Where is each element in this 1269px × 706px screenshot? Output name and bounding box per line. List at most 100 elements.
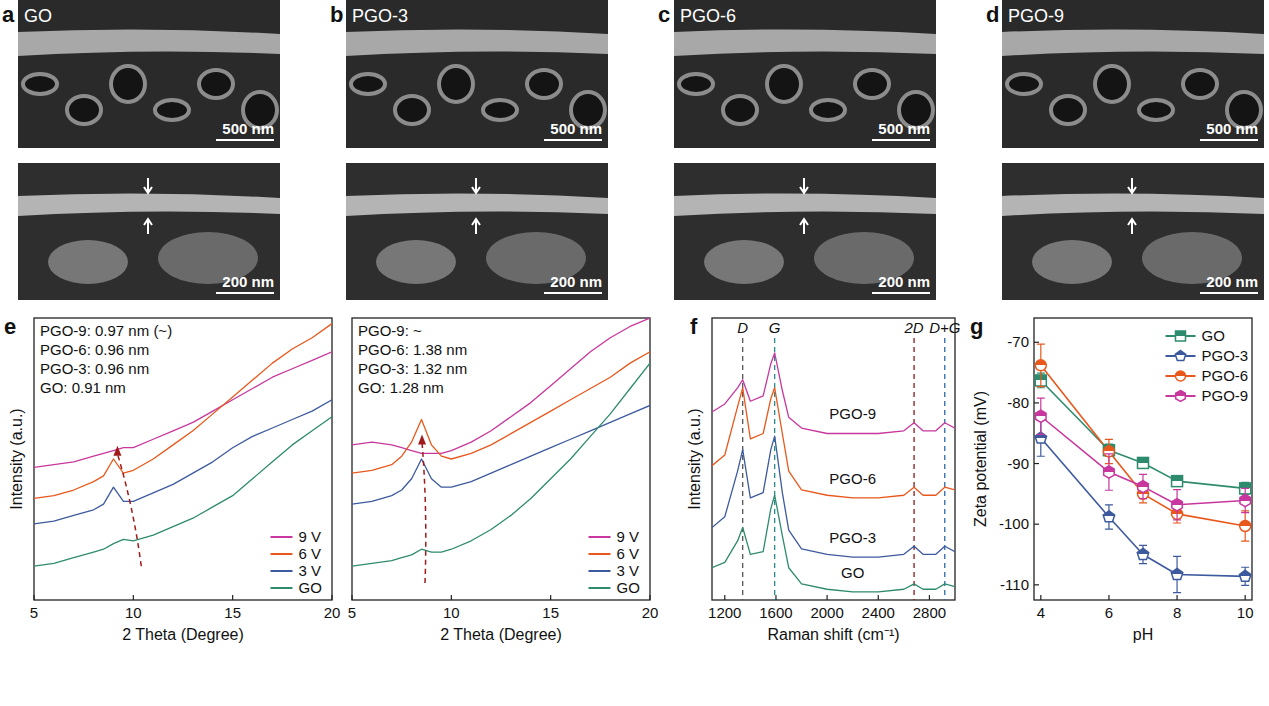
membrane-layer [674,29,936,56]
reference-label: D [737,319,748,336]
sem-image [674,0,936,300]
series-line [712,436,955,557]
membrane-layer [1002,193,1264,216]
marker [1240,494,1250,506]
plot-area [1035,344,1251,593]
pore [111,66,145,102]
x-tick [1108,595,1109,600]
y-tick-label: -90 [1007,455,1029,472]
pore [23,74,57,94]
scale-bar-label: 500 nm [878,120,930,137]
thickness-arrow [144,219,152,234]
x-axis-title: Raman shift (cm⁻¹) [767,626,899,643]
series-line [34,417,332,566]
legend-label: GO [299,579,322,596]
pore [1095,66,1129,102]
marker [1171,568,1183,579]
scale-bar [216,292,274,294]
x-tick-label: 2800 [913,604,946,621]
legend-marker [1175,351,1185,361]
legend-marker [1176,371,1186,381]
legend-label: 3 V [299,562,322,579]
arrow-head [418,434,426,444]
x-tick-label: 15 [542,604,559,621]
x-axis-title: 2 Theta (Degree) [440,626,562,643]
plot-frame [1034,318,1252,600]
legend-marker [1176,391,1186,402]
legend-label: 6 V [617,545,640,562]
series-line [1041,416,1245,505]
legend-line [589,536,611,538]
plot-area [34,324,332,567]
reference-line [774,338,775,600]
scale-bar [872,292,930,294]
sem-top [18,0,280,148]
x-tick-label: 5 [348,604,356,621]
annotation: PGO-3: 1.32 nm [358,360,467,377]
sem-image [346,0,608,300]
y-tick [1034,463,1039,464]
scale-bar-label: 500 nm [222,120,274,137]
reference-line [742,338,743,600]
arrow-line [422,442,426,583]
legend-label: PGO-3 [1202,347,1249,364]
pore [155,100,189,120]
annotation: PGO-9: ~ [358,322,422,339]
pore [1007,74,1041,94]
pore [67,96,101,124]
y-axis-title: Zeta potential (mV) [972,391,989,527]
x-tick-label: 2000 [810,604,843,621]
sem-image [18,0,280,300]
image-title: PGO-3 [352,6,408,26]
x-tick-label: 1600 [759,604,792,621]
x-tick-label: 20 [324,604,341,621]
x-tick [1176,595,1177,600]
annotation: PGO-6: 0.96 nm [40,341,149,358]
marker [1239,570,1251,581]
support [48,240,128,284]
thickness-arrow [472,219,480,234]
membrane-layer [346,193,608,216]
x-tick [232,595,233,600]
y-tick [1034,524,1039,525]
sem-bottom [674,163,936,300]
panel-letter: e [4,314,16,339]
series-line [34,324,332,499]
x-tick-label: 8 [1173,604,1181,621]
series-line [352,318,650,453]
marker [1104,466,1114,478]
sem-bottom [346,163,608,300]
pore [483,100,517,120]
pore [679,74,713,94]
x-tick [775,595,776,600]
panel-letter: c [658,2,670,27]
marker [1103,511,1115,522]
shift-arrow [418,434,426,583]
x-tick [550,595,551,600]
pore [439,66,473,102]
panel-letter: d [986,2,999,27]
x-tick [1245,595,1246,600]
annotation: GO: 1.28 nm [358,379,444,396]
legend-label: 3 V [617,562,640,579]
x-tick [351,595,352,600]
series-line [712,388,955,498]
plot-area [712,338,955,600]
legend-label: 6 V [299,545,322,562]
sem-top [674,0,936,148]
y-tick [1034,402,1039,403]
reference-label: G [769,319,781,336]
series-label: PGO-3 [829,529,876,546]
x-axis-title: 2 Theta (Degree) [122,626,244,643]
y-tick-label: -100 [999,515,1029,532]
y-tick-label: -80 [1007,394,1029,411]
sem-image [1002,0,1264,300]
panel-letter: f [690,314,698,339]
x-tick-label: 4 [1037,604,1045,621]
marker [1138,481,1148,493]
series-label: PGO-9 [829,405,876,422]
y-axis-title: Intensity (a.u.) [686,408,703,509]
plot-area [352,318,650,566]
scale-bar-label: 200 nm [222,273,274,290]
image-title: PGO-9 [1008,6,1064,26]
